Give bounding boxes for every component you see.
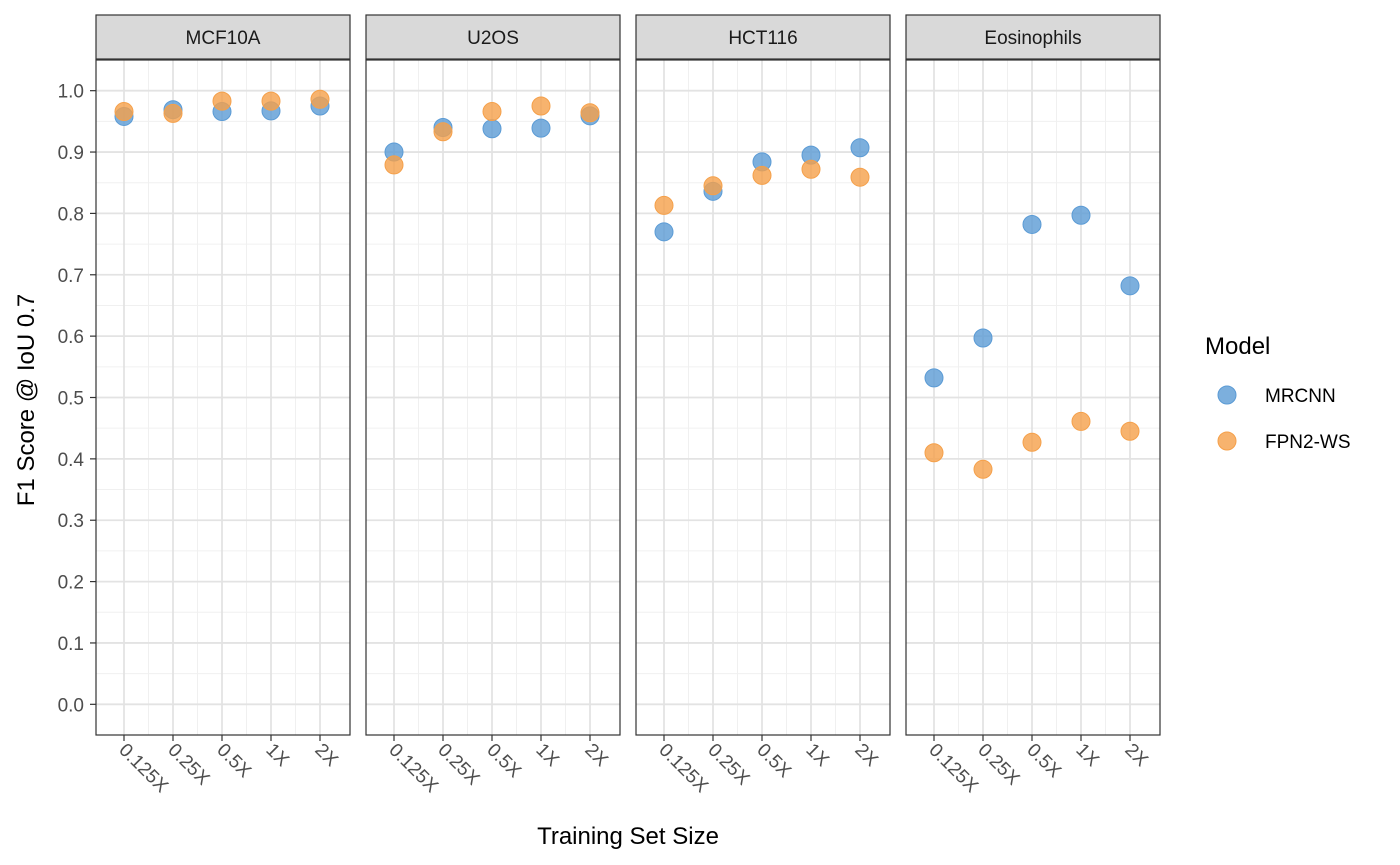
data-point-fpn2-ws xyxy=(261,91,281,111)
x-tick-label: 0.5X xyxy=(752,740,795,783)
facet-strip-label: HCT116 xyxy=(728,28,797,49)
data-point-mrcnn xyxy=(1120,276,1140,296)
y-tick-label: 0.0 xyxy=(58,695,84,716)
data-point-fpn2-ws xyxy=(163,103,183,123)
data-point-fpn2-ws xyxy=(850,167,870,187)
data-point-fpn2-ws xyxy=(801,159,821,179)
y-tick-label: 0.2 xyxy=(58,573,84,594)
x-tick-label: 2X xyxy=(1120,740,1152,772)
panel-border xyxy=(905,59,1161,736)
y-tick-label: 0.9 xyxy=(58,143,84,164)
facet-strip xyxy=(635,14,891,60)
x-tick-label: 1X xyxy=(531,740,563,772)
data-point-fpn2-ws xyxy=(384,155,404,175)
x-tick-label: 0.5X xyxy=(212,740,255,783)
facet-strip xyxy=(365,14,621,60)
legend-label-fpn2-ws: FPN2-WS xyxy=(1265,432,1351,453)
data-point-mrcnn xyxy=(531,118,551,138)
data-point-fpn2-ws xyxy=(1120,421,1140,441)
legend-key-fpn2-ws xyxy=(1217,431,1237,451)
x-tick-label: 0.5X xyxy=(482,740,525,783)
y-axis-title: F1 Score @ IoU 0.7 xyxy=(13,294,40,506)
data-point-mrcnn xyxy=(1022,214,1042,234)
legend: Model MRCNN FPN2-WS xyxy=(1205,333,1351,453)
y-tick-label: 0.6 xyxy=(58,327,84,348)
data-point-fpn2-ws xyxy=(1071,411,1091,431)
panel-border xyxy=(635,59,891,736)
y-tick-label: 0.8 xyxy=(58,204,84,225)
y-tick-label: 0.4 xyxy=(58,450,85,471)
data-point-fpn2-ws xyxy=(973,459,993,479)
x-tick-label: 1X xyxy=(801,740,833,772)
data-point-fpn2-ws xyxy=(212,91,232,111)
data-point-fpn2-ws xyxy=(580,103,600,123)
data-point-fpn2-ws xyxy=(654,195,674,215)
x-tick-label: 0.125X xyxy=(384,740,442,798)
facet-strip-label: MCF10A xyxy=(186,28,261,49)
data-point-mrcnn xyxy=(1071,205,1091,225)
data-point-fpn2-ws xyxy=(1022,432,1042,452)
y-tick-label: 0.3 xyxy=(58,511,84,532)
x-tick-label: 0.125X xyxy=(924,740,982,798)
legend-title: Model xyxy=(1205,333,1270,360)
x-tick-label: 1X xyxy=(261,740,293,772)
y-tick-label: 0.7 xyxy=(58,266,84,287)
data-point-fpn2-ws xyxy=(114,102,134,122)
data-point-fpn2-ws xyxy=(433,122,453,142)
data-point-fpn2-ws xyxy=(482,102,502,122)
y-tick-label: 0.1 xyxy=(58,634,84,655)
data-point-fpn2-ws xyxy=(924,443,944,463)
facet-strip xyxy=(905,14,1161,60)
x-tick-label: 0.5X xyxy=(1022,740,1065,783)
x-tick-label: 0.125X xyxy=(114,740,172,798)
data-point-mrcnn xyxy=(482,119,502,139)
x-tick-label: 1X xyxy=(1071,740,1103,772)
x-axis-title: Training Set Size xyxy=(537,823,719,850)
data-point-mrcnn xyxy=(973,328,993,348)
data-point-fpn2-ws xyxy=(531,96,551,116)
x-tick-label: 2X xyxy=(310,740,342,772)
facet-strip-label: Eosinophils xyxy=(984,28,1081,49)
panel-border xyxy=(365,59,621,736)
data-point-mrcnn xyxy=(924,368,944,388)
x-tick-label: 2X xyxy=(850,740,882,772)
data-point-mrcnn xyxy=(850,138,870,158)
data-point-mrcnn xyxy=(654,222,674,242)
x-tick-label: 2X xyxy=(580,740,612,772)
data-point-fpn2-ws xyxy=(310,89,330,109)
data-point-fpn2-ws xyxy=(752,165,772,185)
y-tick-label: 1.0 xyxy=(58,82,84,103)
facet-strip xyxy=(95,14,351,60)
y-axis: 0.0 0.1 0.2 0.3 0.4 0.5 0.6 0.7 0.8 0.9 1.0 xyxy=(58,82,96,716)
facet-strip-label: U2OS xyxy=(467,28,519,49)
legend-label-mrcnn: MRCNN xyxy=(1265,386,1336,407)
x-tick-label: 0.125X xyxy=(654,740,712,798)
y-tick-label: 0.5 xyxy=(58,389,84,410)
legend-key-mrcnn xyxy=(1217,385,1237,405)
data-point-fpn2-ws xyxy=(703,176,723,196)
